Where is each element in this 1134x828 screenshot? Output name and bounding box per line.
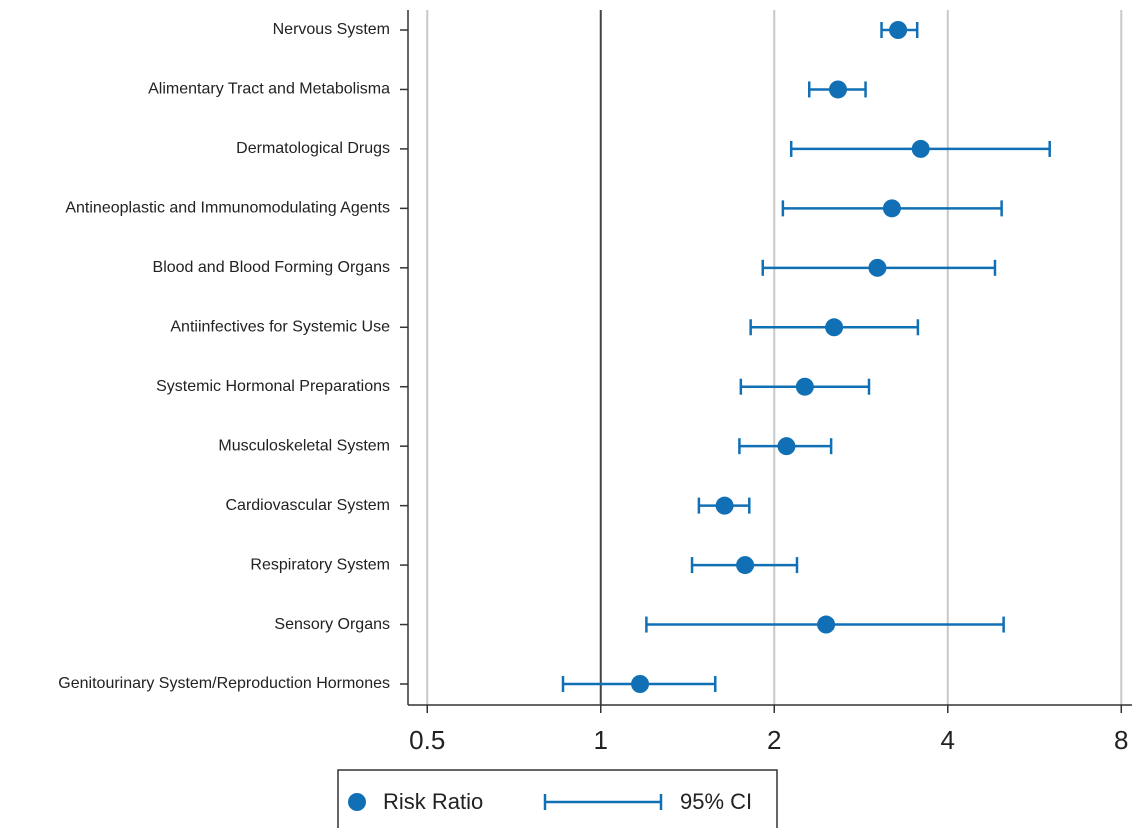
- x-tick-label: 4: [941, 725, 955, 755]
- point: [825, 318, 844, 337]
- legend-marker: [348, 793, 366, 811]
- point: [868, 258, 887, 277]
- y-tick-label: Cardiovascular System: [226, 497, 391, 514]
- y-tick-label: Nervous System: [273, 21, 390, 38]
- legend-label: Risk Ratio: [383, 789, 483, 814]
- y-tick-label: Blood and Blood Forming Organs: [153, 259, 390, 276]
- y-tick-label: Musculoskeletal System: [218, 437, 390, 454]
- y-tick-label: Respiratory System: [250, 556, 390, 573]
- x-tick-label: 8: [1114, 725, 1128, 755]
- x-tick-label: 1: [594, 725, 608, 755]
- x-tick-label: 0.5: [409, 725, 445, 755]
- x-tick-label: 2: [767, 725, 781, 755]
- legend-label: 95% CI: [680, 789, 752, 814]
- point: [715, 496, 734, 515]
- point: [736, 556, 755, 575]
- point: [817, 615, 836, 634]
- point: [882, 199, 901, 218]
- point: [911, 139, 930, 158]
- point: [777, 437, 796, 456]
- y-tick-label: Dermatological Drugs: [236, 140, 390, 157]
- y-tick-label: Antiinfectives for Systemic Use: [170, 318, 390, 335]
- y-tick-label: Genitourinary System/Reproduction Hormon…: [58, 675, 390, 692]
- y-tick-label: Alimentary Tract and Metabolisma: [148, 81, 390, 98]
- y-tick-label: Antineoplastic and Immunomodulating Agen…: [65, 200, 390, 217]
- point: [795, 377, 814, 396]
- legend-box: [337, 769, 778, 828]
- y-tick-label: Sensory Organs: [274, 616, 390, 633]
- y-tick-label: Systemic Hormonal Preparations: [156, 378, 390, 395]
- point: [889, 21, 908, 39]
- point: [631, 675, 650, 693]
- point: [829, 80, 848, 99]
